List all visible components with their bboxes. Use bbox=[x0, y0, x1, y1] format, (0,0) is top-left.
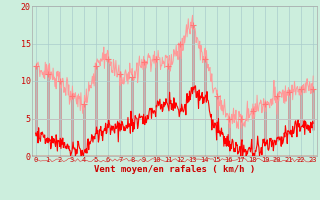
Point bbox=[117, 72, 123, 75]
Point bbox=[311, 87, 316, 90]
Point bbox=[33, 64, 38, 68]
Point bbox=[286, 91, 292, 94]
Point bbox=[93, 64, 99, 68]
Point bbox=[81, 102, 86, 105]
Point bbox=[166, 64, 171, 68]
Point bbox=[226, 117, 231, 120]
Point bbox=[106, 57, 111, 60]
Point bbox=[130, 76, 135, 79]
Point bbox=[57, 79, 62, 83]
Point bbox=[214, 94, 219, 98]
Point bbox=[69, 94, 74, 98]
X-axis label: Vent moyen/en rafales ( km/h ): Vent moyen/en rafales ( km/h ) bbox=[94, 165, 255, 174]
Point bbox=[250, 109, 255, 113]
Point bbox=[190, 23, 195, 26]
Point bbox=[178, 42, 183, 45]
Point bbox=[299, 87, 304, 90]
Point bbox=[275, 94, 280, 98]
Point bbox=[262, 102, 268, 105]
Point bbox=[238, 117, 243, 120]
Point bbox=[202, 57, 207, 60]
Point bbox=[45, 72, 50, 75]
Point bbox=[142, 61, 147, 64]
Point bbox=[154, 57, 159, 60]
